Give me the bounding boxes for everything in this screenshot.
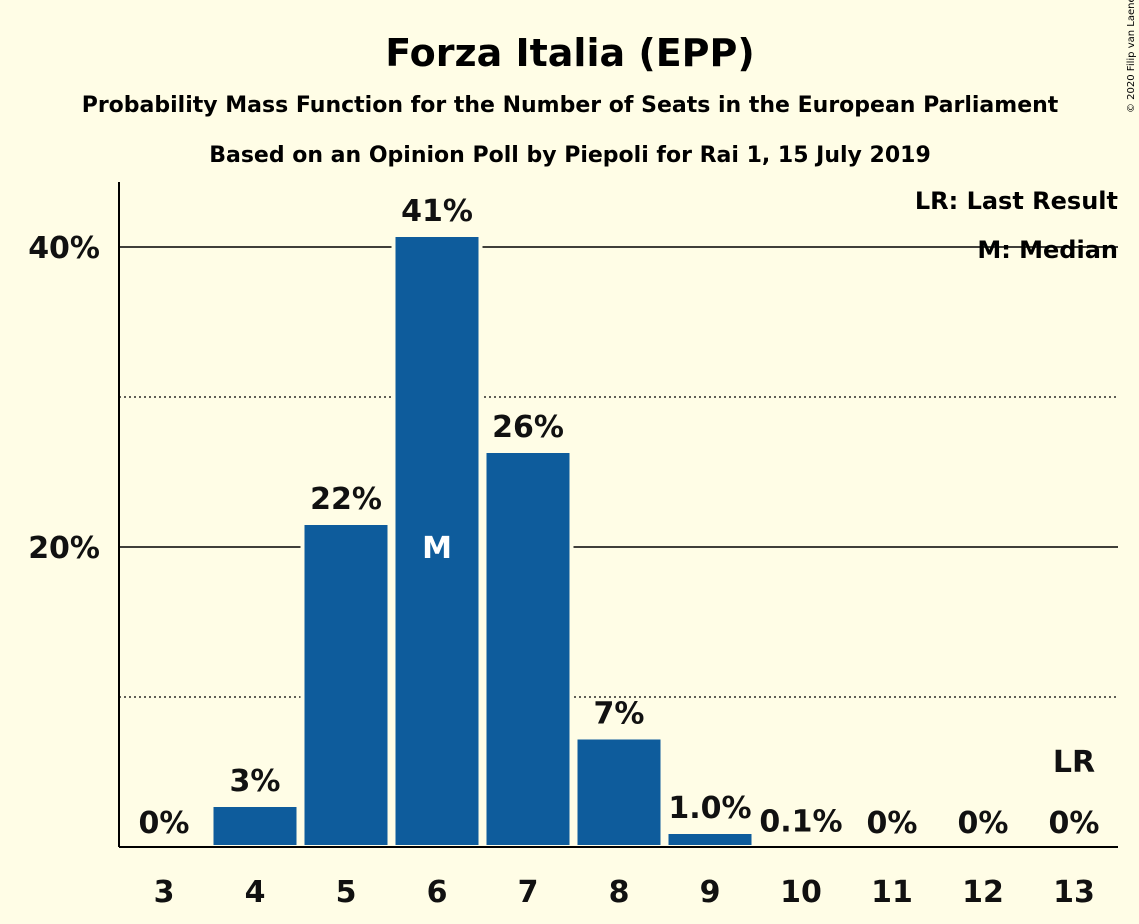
- axes: [118, 182, 1118, 848]
- x-tick-5: 5: [336, 875, 357, 910]
- data-label-4: 3%: [230, 764, 281, 799]
- x-tick-10: 10: [780, 875, 822, 910]
- data-label-8: 7%: [594, 697, 645, 732]
- x-tick-4: 4: [245, 875, 266, 910]
- x-tick-7: 7: [518, 875, 539, 910]
- y-tick-20: 20%: [28, 531, 100, 566]
- chart-title: Forza Italia (EPP): [385, 31, 755, 75]
- legend-last-result: LR: Last Result: [915, 187, 1118, 215]
- x-tick-labels: 3 4 5 6 7 8 9 10 11 12 13: [154, 875, 1095, 910]
- legend-median: M: Median: [977, 236, 1118, 264]
- data-label-7: 26%: [492, 410, 564, 445]
- bar-9: [664, 830, 756, 849]
- chart-subtitle: Probability Mass Function for the Number…: [82, 93, 1059, 118]
- bar-5: [300, 521, 392, 849]
- bar-8: [573, 735, 665, 849]
- gridlines: [119, 246, 1118, 698]
- median-marker: M: [422, 531, 452, 566]
- x-tick-13: 13: [1053, 875, 1095, 910]
- data-label-5: 22%: [310, 482, 382, 517]
- data-label-10: 0.1%: [759, 805, 842, 840]
- data-label-13: 0%: [1049, 806, 1100, 841]
- x-tick-8: 8: [609, 875, 630, 910]
- bar-4: [209, 803, 301, 849]
- bar-7: [482, 449, 574, 849]
- data-label-3: 0%: [139, 806, 190, 841]
- x-tick-9: 9: [700, 875, 721, 910]
- last-result-marker: LR: [1053, 745, 1095, 780]
- data-label-11: 0%: [867, 806, 918, 841]
- copyright-notice: © 2020 Filip van Laenen: [1126, 0, 1137, 113]
- x-tick-6: 6: [427, 875, 448, 910]
- x-tick-12: 12: [962, 875, 1004, 910]
- data-label-6: 41%: [401, 194, 473, 229]
- data-labels: 0% 3% 22% 41% M 26% 7% 1.0% 0.1% 0% 0% 0% LR: [139, 194, 1100, 841]
- data-label-12: 0%: [958, 806, 1009, 841]
- y-tick-labels: 20% 40%: [28, 231, 100, 566]
- x-tick-11: 11: [871, 875, 913, 910]
- x-tick-3: 3: [154, 875, 175, 910]
- bars: [209, 233, 847, 849]
- y-tick-40: 40%: [28, 231, 100, 266]
- data-label-9: 1.0%: [668, 791, 751, 826]
- bar-6: [391, 233, 483, 849]
- chart-subtitle-poll: Based on an Opinion Poll by Piepoli for …: [209, 143, 931, 168]
